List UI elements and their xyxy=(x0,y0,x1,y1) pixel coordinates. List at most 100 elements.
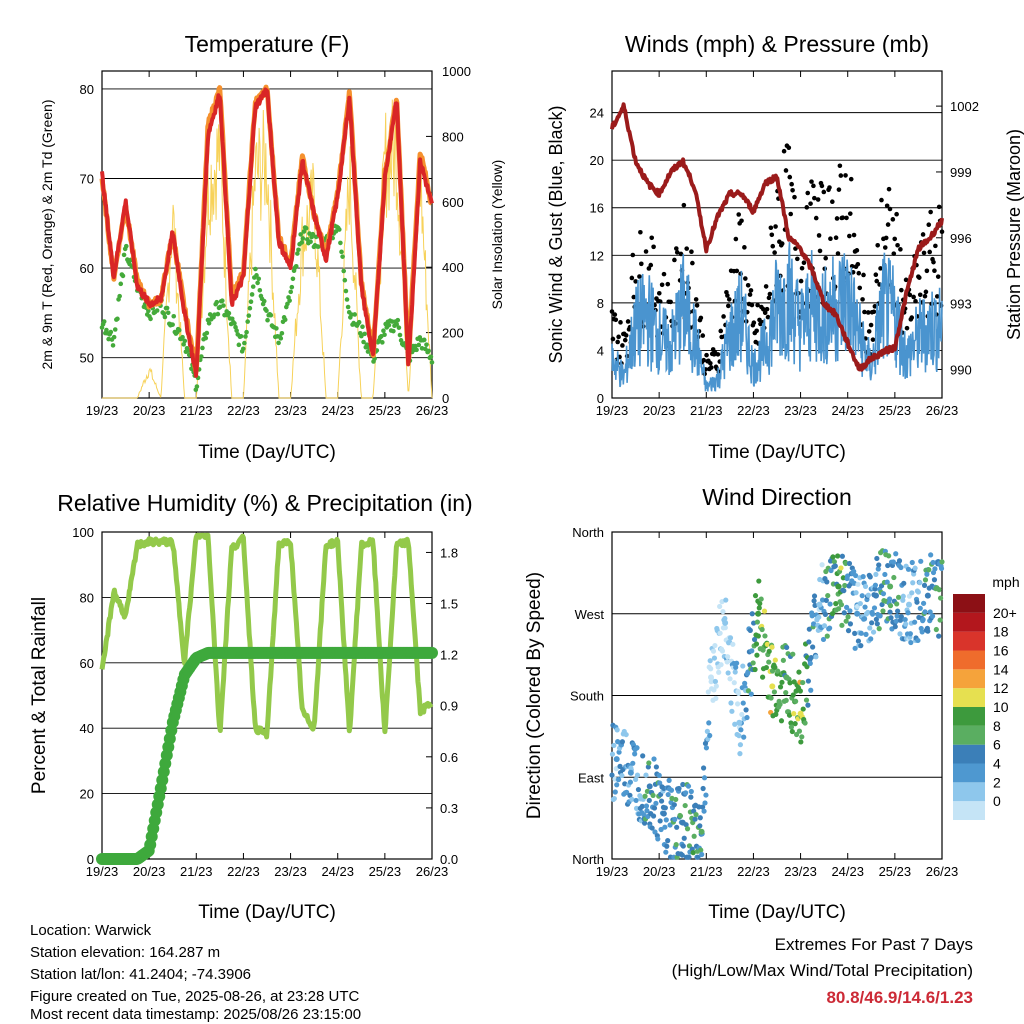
gust-point xyxy=(924,268,930,274)
direction-point xyxy=(811,598,817,604)
gust-point xyxy=(894,211,899,217)
dewpoint-point xyxy=(250,284,256,289)
direction-point xyxy=(633,805,640,811)
gust-point xyxy=(631,294,637,300)
direction-point xyxy=(876,626,882,632)
dewpoint-point xyxy=(279,331,285,336)
direction-point xyxy=(650,792,656,798)
gust-point xyxy=(789,181,794,187)
direction-point xyxy=(695,854,701,860)
direction-point xyxy=(733,664,739,670)
gust-point xyxy=(749,302,755,308)
dewpoint-point xyxy=(300,236,306,241)
direction-point xyxy=(658,798,665,804)
dewpoint-point xyxy=(215,311,221,317)
dewpoint-point xyxy=(244,329,249,335)
direction-point xyxy=(703,745,710,751)
dewpoint-point xyxy=(256,276,262,282)
y-tick-label: 20 xyxy=(590,153,604,168)
direction-point xyxy=(816,601,823,608)
direction-point xyxy=(812,602,818,609)
direction-point xyxy=(909,590,915,596)
direction-point xyxy=(805,702,811,708)
colorbar-label: 10 xyxy=(993,699,1009,715)
direction-point xyxy=(677,813,684,819)
gust-point xyxy=(766,295,772,301)
gust-point xyxy=(767,291,773,297)
gust-point xyxy=(833,235,839,241)
direction-point xyxy=(755,633,761,639)
direction-point xyxy=(732,721,738,727)
gust-point xyxy=(904,325,910,331)
direction-point xyxy=(616,776,622,783)
y-tick-label: West xyxy=(575,607,605,622)
gust-point xyxy=(772,250,777,255)
direction-point xyxy=(800,706,806,712)
direction-point xyxy=(886,553,892,559)
dewpoint-point xyxy=(255,280,260,286)
dewpoint-point xyxy=(203,335,209,341)
dewpoint-point xyxy=(426,348,431,354)
direction-point xyxy=(650,813,657,819)
gust-point xyxy=(868,322,874,328)
gust-point xyxy=(939,229,945,235)
gust-point xyxy=(928,209,933,215)
dewpoint-point xyxy=(248,299,254,305)
elevation-text: Station elevation: 164.287 m xyxy=(30,944,221,961)
colorbar-label: 18 xyxy=(993,624,1009,640)
direction-point xyxy=(896,558,903,564)
dewpoint-point xyxy=(342,277,348,283)
gust-point xyxy=(616,334,621,340)
direction-point xyxy=(936,587,942,593)
chart-title: Relative Humidity (%) & Precipitation (i… xyxy=(57,490,472,516)
gust-point xyxy=(837,163,843,169)
direction-point xyxy=(662,824,668,830)
gust-point xyxy=(648,262,654,268)
gust-point xyxy=(763,284,769,289)
direction-point xyxy=(824,579,830,585)
direction-point xyxy=(888,615,894,621)
gust-point xyxy=(847,233,852,239)
direction-point xyxy=(758,596,764,602)
direction-point xyxy=(717,603,723,610)
dewpoint-point xyxy=(386,322,392,328)
direction-point xyxy=(609,751,616,757)
direction-point xyxy=(828,567,834,574)
panel-4 xyxy=(611,531,943,860)
dewpoint-point xyxy=(336,227,342,232)
direction-point xyxy=(768,695,774,701)
dewpoint-point xyxy=(339,249,344,255)
direction-point xyxy=(874,555,880,562)
gust-point xyxy=(885,222,891,227)
gust-point xyxy=(751,320,757,326)
direction-point xyxy=(784,644,790,651)
direction-point xyxy=(901,580,907,586)
gust-point xyxy=(649,235,655,241)
direction-point xyxy=(827,601,833,607)
gust-point xyxy=(745,282,751,288)
gust-point xyxy=(862,309,867,315)
direction-point xyxy=(643,772,649,778)
direction-point xyxy=(722,615,728,622)
direction-point xyxy=(912,619,918,625)
direction-point xyxy=(788,720,794,726)
direction-point xyxy=(898,614,904,620)
x-tick-label: 20/23 xyxy=(643,864,676,879)
dewpoint-point xyxy=(282,317,288,323)
direction-point xyxy=(723,597,729,603)
precip-point xyxy=(426,646,438,659)
x-tick-label: 20/23 xyxy=(133,864,166,879)
dewpoint-point xyxy=(221,303,226,308)
colorbar-label: 14 xyxy=(993,661,1009,677)
direction-point xyxy=(680,843,686,849)
direction-point xyxy=(796,728,803,734)
direction-point xyxy=(712,642,718,649)
direction-point xyxy=(937,595,944,601)
y2-tick-label: 1000 xyxy=(442,64,471,79)
direction-point xyxy=(914,599,920,605)
direction-point xyxy=(786,712,793,718)
direction-point xyxy=(691,833,697,839)
gust-point xyxy=(823,255,828,261)
direction-point xyxy=(679,852,685,858)
